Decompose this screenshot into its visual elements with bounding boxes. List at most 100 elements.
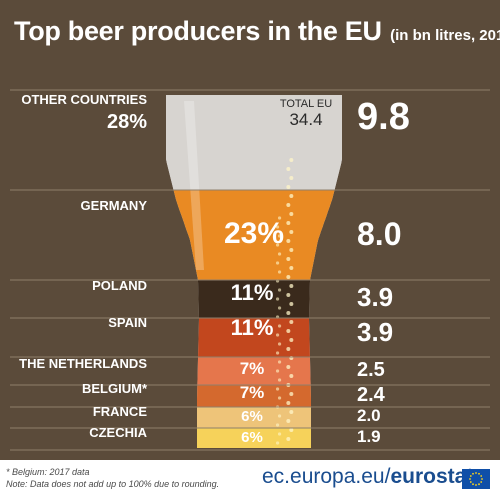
flag-star [469, 475, 472, 477]
beer-layer-other-countries [166, 95, 342, 190]
share-label: 28% [107, 111, 147, 133]
subtitle-text: (in bn litres, 2019) [390, 27, 500, 44]
bubble [286, 311, 291, 315]
bubble [286, 275, 291, 279]
bubble [286, 221, 291, 225]
country-label: SPAIN [108, 315, 147, 330]
glass-highlight [184, 101, 204, 270]
bubble [275, 441, 280, 445]
flag-star [480, 481, 483, 483]
footer: * Belgium: 2017 data Note: Data does not… [0, 460, 500, 500]
bubble [286, 257, 291, 261]
volume-label: 3.9 [357, 317, 393, 347]
bubble [286, 293, 291, 297]
bubble [289, 212, 294, 216]
bubble [275, 225, 280, 229]
bubble [289, 158, 294, 162]
title-text: Top beer producers in the EU [14, 16, 382, 46]
beer-layer-czechia [166, 428, 342, 448]
bubble [286, 437, 291, 441]
bubble [286, 347, 291, 351]
flag-star [481, 478, 483, 480]
bubbles [275, 158, 294, 445]
bubble [277, 288, 282, 292]
bubble [286, 185, 291, 189]
total-eu-value: 34.4 [289, 110, 322, 129]
flag-star [478, 472, 480, 475]
bubble [289, 284, 294, 288]
share-label: 6% [241, 408, 263, 425]
flag-star [469, 478, 471, 480]
country-label: BELGIUM* [82, 381, 148, 396]
share-label: 6% [241, 429, 263, 446]
beer-glass-chart: OTHER COUNTRIES 28% 9.8 GERMANY 23% 8.0 POLAND… [10, 89, 490, 451]
bubble [289, 194, 294, 198]
country-label: CZECHIA [89, 425, 147, 440]
bubble [277, 360, 282, 364]
bubble [289, 410, 294, 414]
bubble [277, 306, 282, 310]
bubble [289, 428, 294, 432]
bubble [275, 369, 280, 373]
bubble [277, 378, 282, 382]
volume-label: 2.4 [357, 384, 386, 406]
bubble [286, 365, 291, 369]
country-label: GERMANY [81, 198, 148, 213]
bubble [289, 392, 294, 396]
bubble [289, 374, 294, 378]
share-label: 7% [240, 359, 265, 378]
bubble [289, 230, 294, 234]
beer-layer-belgium [166, 385, 342, 407]
bubble [277, 270, 282, 274]
bubble [275, 333, 280, 337]
bubble [275, 297, 280, 301]
bubble [286, 239, 291, 243]
bubble [286, 203, 291, 207]
volume-label: 2.5 [357, 359, 385, 381]
brand-bold: eurostat [390, 465, 474, 488]
footnote-rounding: Note: Data does not add up to 100% due t… [6, 479, 220, 489]
eu-flag-icon [462, 469, 490, 489]
flag-star [478, 483, 480, 486]
bubble [277, 216, 282, 220]
footnote-belgium: * Belgium: 2017 data [6, 467, 90, 477]
share-label: 11% [231, 280, 274, 305]
flag-star [469, 481, 472, 483]
bubble [289, 302, 294, 306]
flag-star [475, 472, 477, 474]
bubble [275, 423, 280, 427]
volume-label: 9.8 [357, 96, 410, 138]
beer-layer-germany [166, 190, 342, 280]
share-label: 7% [240, 383, 265, 402]
share-label: 11% [231, 315, 274, 340]
bubble [277, 324, 282, 328]
country-label: FRANCE [93, 404, 147, 419]
volume-label: 8.0 [357, 216, 401, 252]
eurostat-link[interactable]: ec.europa.eu/eurostat [262, 465, 473, 489]
bubble [277, 252, 282, 256]
chart-title: Top beer producers in the EU (in bn litr… [14, 16, 500, 47]
country-label: OTHER COUNTRIES [21, 92, 147, 107]
volume-label: 3.9 [357, 282, 393, 312]
bubble [286, 419, 291, 423]
flag-star [475, 484, 477, 486]
country-label: THE NETHERLANDS [19, 356, 147, 371]
bubble [275, 387, 280, 391]
bubble [286, 401, 291, 405]
bubble [277, 432, 282, 436]
bubble [286, 167, 291, 171]
share-label: 23% [224, 217, 284, 250]
bubble [289, 248, 294, 252]
bubble [289, 338, 294, 342]
total-eu-label: TOTAL EU [280, 98, 332, 110]
bubble [275, 351, 280, 355]
bubble [277, 414, 282, 418]
bubble [289, 176, 294, 180]
flag-star [480, 475, 483, 477]
bubble [275, 243, 280, 247]
bubble [277, 234, 282, 238]
footnotes: * Belgium: 2017 data Note: Data does not… [6, 466, 219, 490]
bubble [277, 342, 282, 346]
bubble [289, 320, 294, 324]
